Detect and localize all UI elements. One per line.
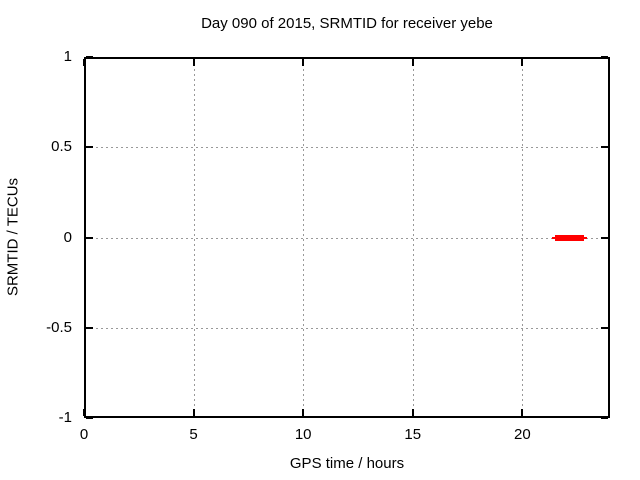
x-tick-bottom <box>192 409 195 416</box>
y-tick-right <box>601 146 608 149</box>
x-tick-bottom <box>521 409 524 416</box>
x-tick-label: 10 <box>294 426 312 443</box>
y-tick-label: 1 <box>63 48 72 65</box>
y-tick-right <box>601 326 608 329</box>
plot-area <box>83 56 610 419</box>
x-tick-top <box>83 59 85 66</box>
x-tick-top <box>192 59 195 66</box>
x-tick-bottom <box>411 409 414 416</box>
x-tick-top <box>302 59 305 66</box>
y-tick-left <box>86 56 93 58</box>
y-tick-label: -1 <box>58 409 72 426</box>
x-tick-label: 15 <box>404 426 422 443</box>
y-gridline <box>86 147 608 149</box>
y-tick-label: 0 <box>63 228 72 246</box>
data-point-box <box>555 235 584 241</box>
y-tick-right <box>601 236 608 239</box>
y-tick-left <box>86 326 93 329</box>
y-tick-right <box>601 417 608 419</box>
y-tick-label: -0.5 <box>46 318 72 336</box>
y-tick-left <box>86 417 93 419</box>
x-axis-label: GPS time / hours <box>289 455 405 472</box>
y-tick-left <box>86 146 93 149</box>
x-tick-bottom <box>302 409 305 416</box>
x-tick-top <box>521 59 524 66</box>
x-tick-label: 0 <box>79 426 89 443</box>
x-tick-label: 20 <box>513 426 531 443</box>
y-tick-right <box>601 56 608 58</box>
x-tick-bottom <box>83 409 85 416</box>
y-tick-left <box>86 236 93 239</box>
x-tick-top <box>411 59 414 66</box>
chart-title: Day 090 of 2015, SRMTID for receiver yeb… <box>201 15 493 32</box>
x-tick-label: 5 <box>189 426 198 443</box>
y-gridline <box>86 327 608 329</box>
y-gridline <box>86 237 608 239</box>
y-tick-label: 0.5 <box>51 138 72 156</box>
